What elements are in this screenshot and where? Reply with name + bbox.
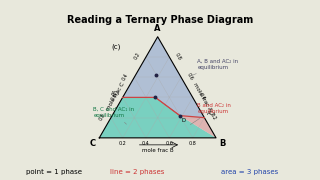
Text: B, C and AC₁ in
equilibrium: B, C and AC₁ in equilibrium bbox=[93, 107, 135, 124]
Text: 0.6: 0.6 bbox=[110, 92, 118, 102]
Text: 0.2: 0.2 bbox=[133, 52, 141, 61]
Text: AC₁: AC₁ bbox=[111, 91, 120, 96]
Text: (c): (c) bbox=[111, 44, 120, 50]
Polygon shape bbox=[123, 37, 216, 138]
Title: Reading a Ternary Phase Diagram: Reading a Ternary Phase Diagram bbox=[67, 15, 253, 25]
Text: area = 3 phases: area = 3 phases bbox=[221, 169, 278, 175]
Text: 0.2: 0.2 bbox=[119, 141, 126, 146]
Text: 0.6: 0.6 bbox=[186, 72, 194, 81]
Polygon shape bbox=[99, 97, 216, 138]
Text: C: C bbox=[90, 139, 96, 148]
Text: point = 1 phase: point = 1 phase bbox=[26, 169, 82, 175]
Text: 0.8: 0.8 bbox=[174, 52, 182, 61]
Text: 0.8: 0.8 bbox=[189, 141, 196, 146]
Text: line = 2 phases: line = 2 phases bbox=[110, 169, 165, 175]
Text: A: A bbox=[155, 24, 161, 33]
Text: AC₂: AC₂ bbox=[207, 111, 216, 116]
Text: D: D bbox=[181, 118, 185, 123]
Text: 0.4: 0.4 bbox=[142, 141, 150, 146]
Text: 0.6: 0.6 bbox=[165, 141, 173, 146]
Polygon shape bbox=[180, 116, 216, 138]
Text: mole frac A: mole frac A bbox=[192, 82, 212, 112]
Text: B: B bbox=[220, 139, 226, 148]
Text: 0.4: 0.4 bbox=[197, 92, 205, 102]
Text: mole frac C: mole frac C bbox=[106, 82, 126, 112]
Text: mole frac B: mole frac B bbox=[142, 148, 173, 153]
Text: B and AC₂ in
equilibrium: B and AC₂ in equilibrium bbox=[190, 103, 231, 125]
Text: 0.8: 0.8 bbox=[98, 112, 106, 122]
Text: 0.2: 0.2 bbox=[209, 112, 217, 122]
Text: A, B and AC₂ in
equilibrium: A, B and AC₂ in equilibrium bbox=[191, 59, 238, 76]
Text: 0.4: 0.4 bbox=[122, 72, 130, 81]
